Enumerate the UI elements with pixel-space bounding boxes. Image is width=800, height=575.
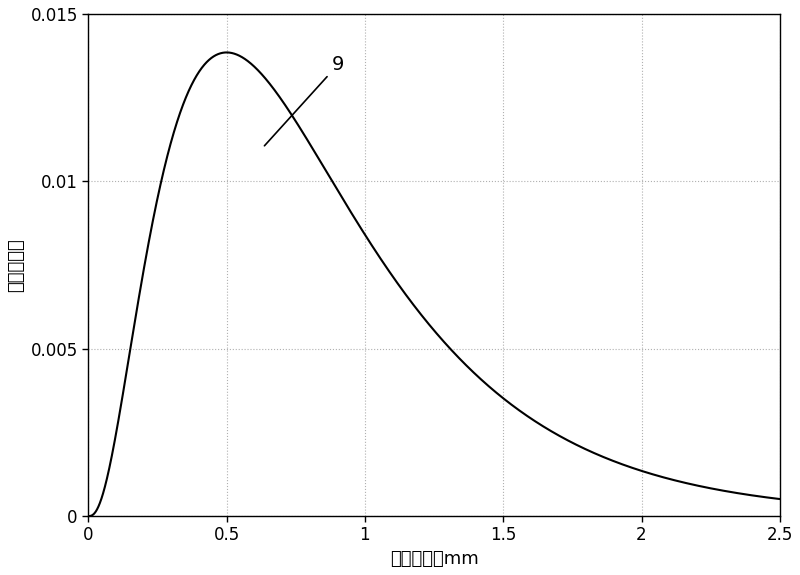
Y-axis label: 归一化功率: 归一化功率 <box>7 238 25 292</box>
X-axis label: 目标距离：mm: 目标距离：mm <box>390 550 478 568</box>
Text: 9: 9 <box>265 55 344 146</box>
